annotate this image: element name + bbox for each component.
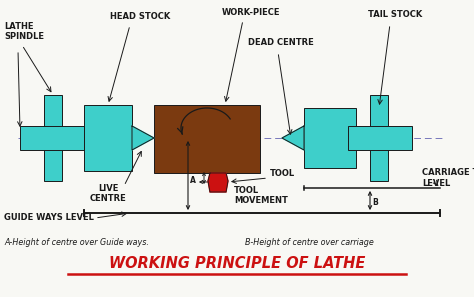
Polygon shape: [208, 173, 228, 192]
Bar: [154, 105, 260, 173]
Text: HEAD STOCK: HEAD STOCK: [110, 12, 170, 21]
Text: TOOL
MOVEMENT: TOOL MOVEMENT: [234, 186, 288, 206]
Bar: [304, 108, 356, 168]
Text: WORK-PIECE: WORK-PIECE: [222, 8, 281, 17]
Text: A: A: [190, 176, 196, 185]
Text: B: B: [372, 198, 378, 207]
Bar: [20, 126, 84, 150]
Bar: [370, 95, 388, 181]
Text: TOOL: TOOL: [270, 170, 295, 178]
Text: CARRIAGE TOP
LEVEL: CARRIAGE TOP LEVEL: [422, 168, 474, 188]
Text: B-Height of centre over carriage: B-Height of centre over carriage: [245, 238, 374, 247]
Bar: [44, 95, 62, 181]
Text: DEAD CENTRE: DEAD CENTRE: [248, 38, 314, 47]
Bar: [348, 126, 412, 150]
Text: A-Height of centre over Guide ways.: A-Height of centre over Guide ways.: [4, 238, 149, 247]
Text: TAIL STOCK: TAIL STOCK: [368, 10, 422, 19]
Bar: [84, 105, 132, 171]
Text: LATHE
SPINDLE: LATHE SPINDLE: [4, 22, 44, 41]
Text: LIVE
CENTRE: LIVE CENTRE: [90, 184, 127, 203]
Polygon shape: [282, 126, 304, 150]
Text: GUIDE WAYS LEVEL: GUIDE WAYS LEVEL: [4, 214, 94, 222]
Text: WORKING PRINCIPLE OF LATHE: WORKING PRINCIPLE OF LATHE: [109, 256, 365, 271]
Polygon shape: [132, 126, 154, 150]
Text: © FINEMETALWORKING.COM: © FINEMETALWORKING.COM: [310, 138, 388, 143]
